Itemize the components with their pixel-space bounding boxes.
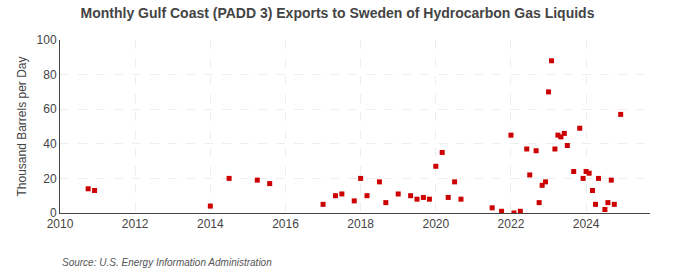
svg-text:2010: 2010 [47, 217, 74, 231]
svg-text:2022: 2022 [498, 217, 525, 231]
svg-text:2018: 2018 [347, 217, 374, 231]
svg-text:Monthly Gulf Coast (PADD 3) Ex: Monthly Gulf Coast (PADD 3) Exports to S… [81, 5, 595, 21]
svg-text:2012: 2012 [122, 217, 149, 231]
svg-text:100: 100 [37, 33, 57, 47]
svg-text:Source: U.S. Energy Informatio: Source: U.S. Energy Information Administ… [62, 257, 272, 268]
svg-text:0: 0 [50, 206, 57, 220]
svg-text:80: 80 [43, 68, 57, 82]
svg-text:60: 60 [43, 102, 57, 116]
svg-text:20: 20 [43, 172, 57, 186]
svg-text:2016: 2016 [272, 217, 299, 231]
svg-text:40: 40 [43, 137, 57, 151]
svg-text:2014: 2014 [197, 217, 224, 231]
svg-text:Thousand Barrels per Day: Thousand Barrels per Day [15, 56, 29, 196]
svg-text:2024: 2024 [573, 217, 600, 231]
svg-text:2020: 2020 [422, 217, 449, 231]
